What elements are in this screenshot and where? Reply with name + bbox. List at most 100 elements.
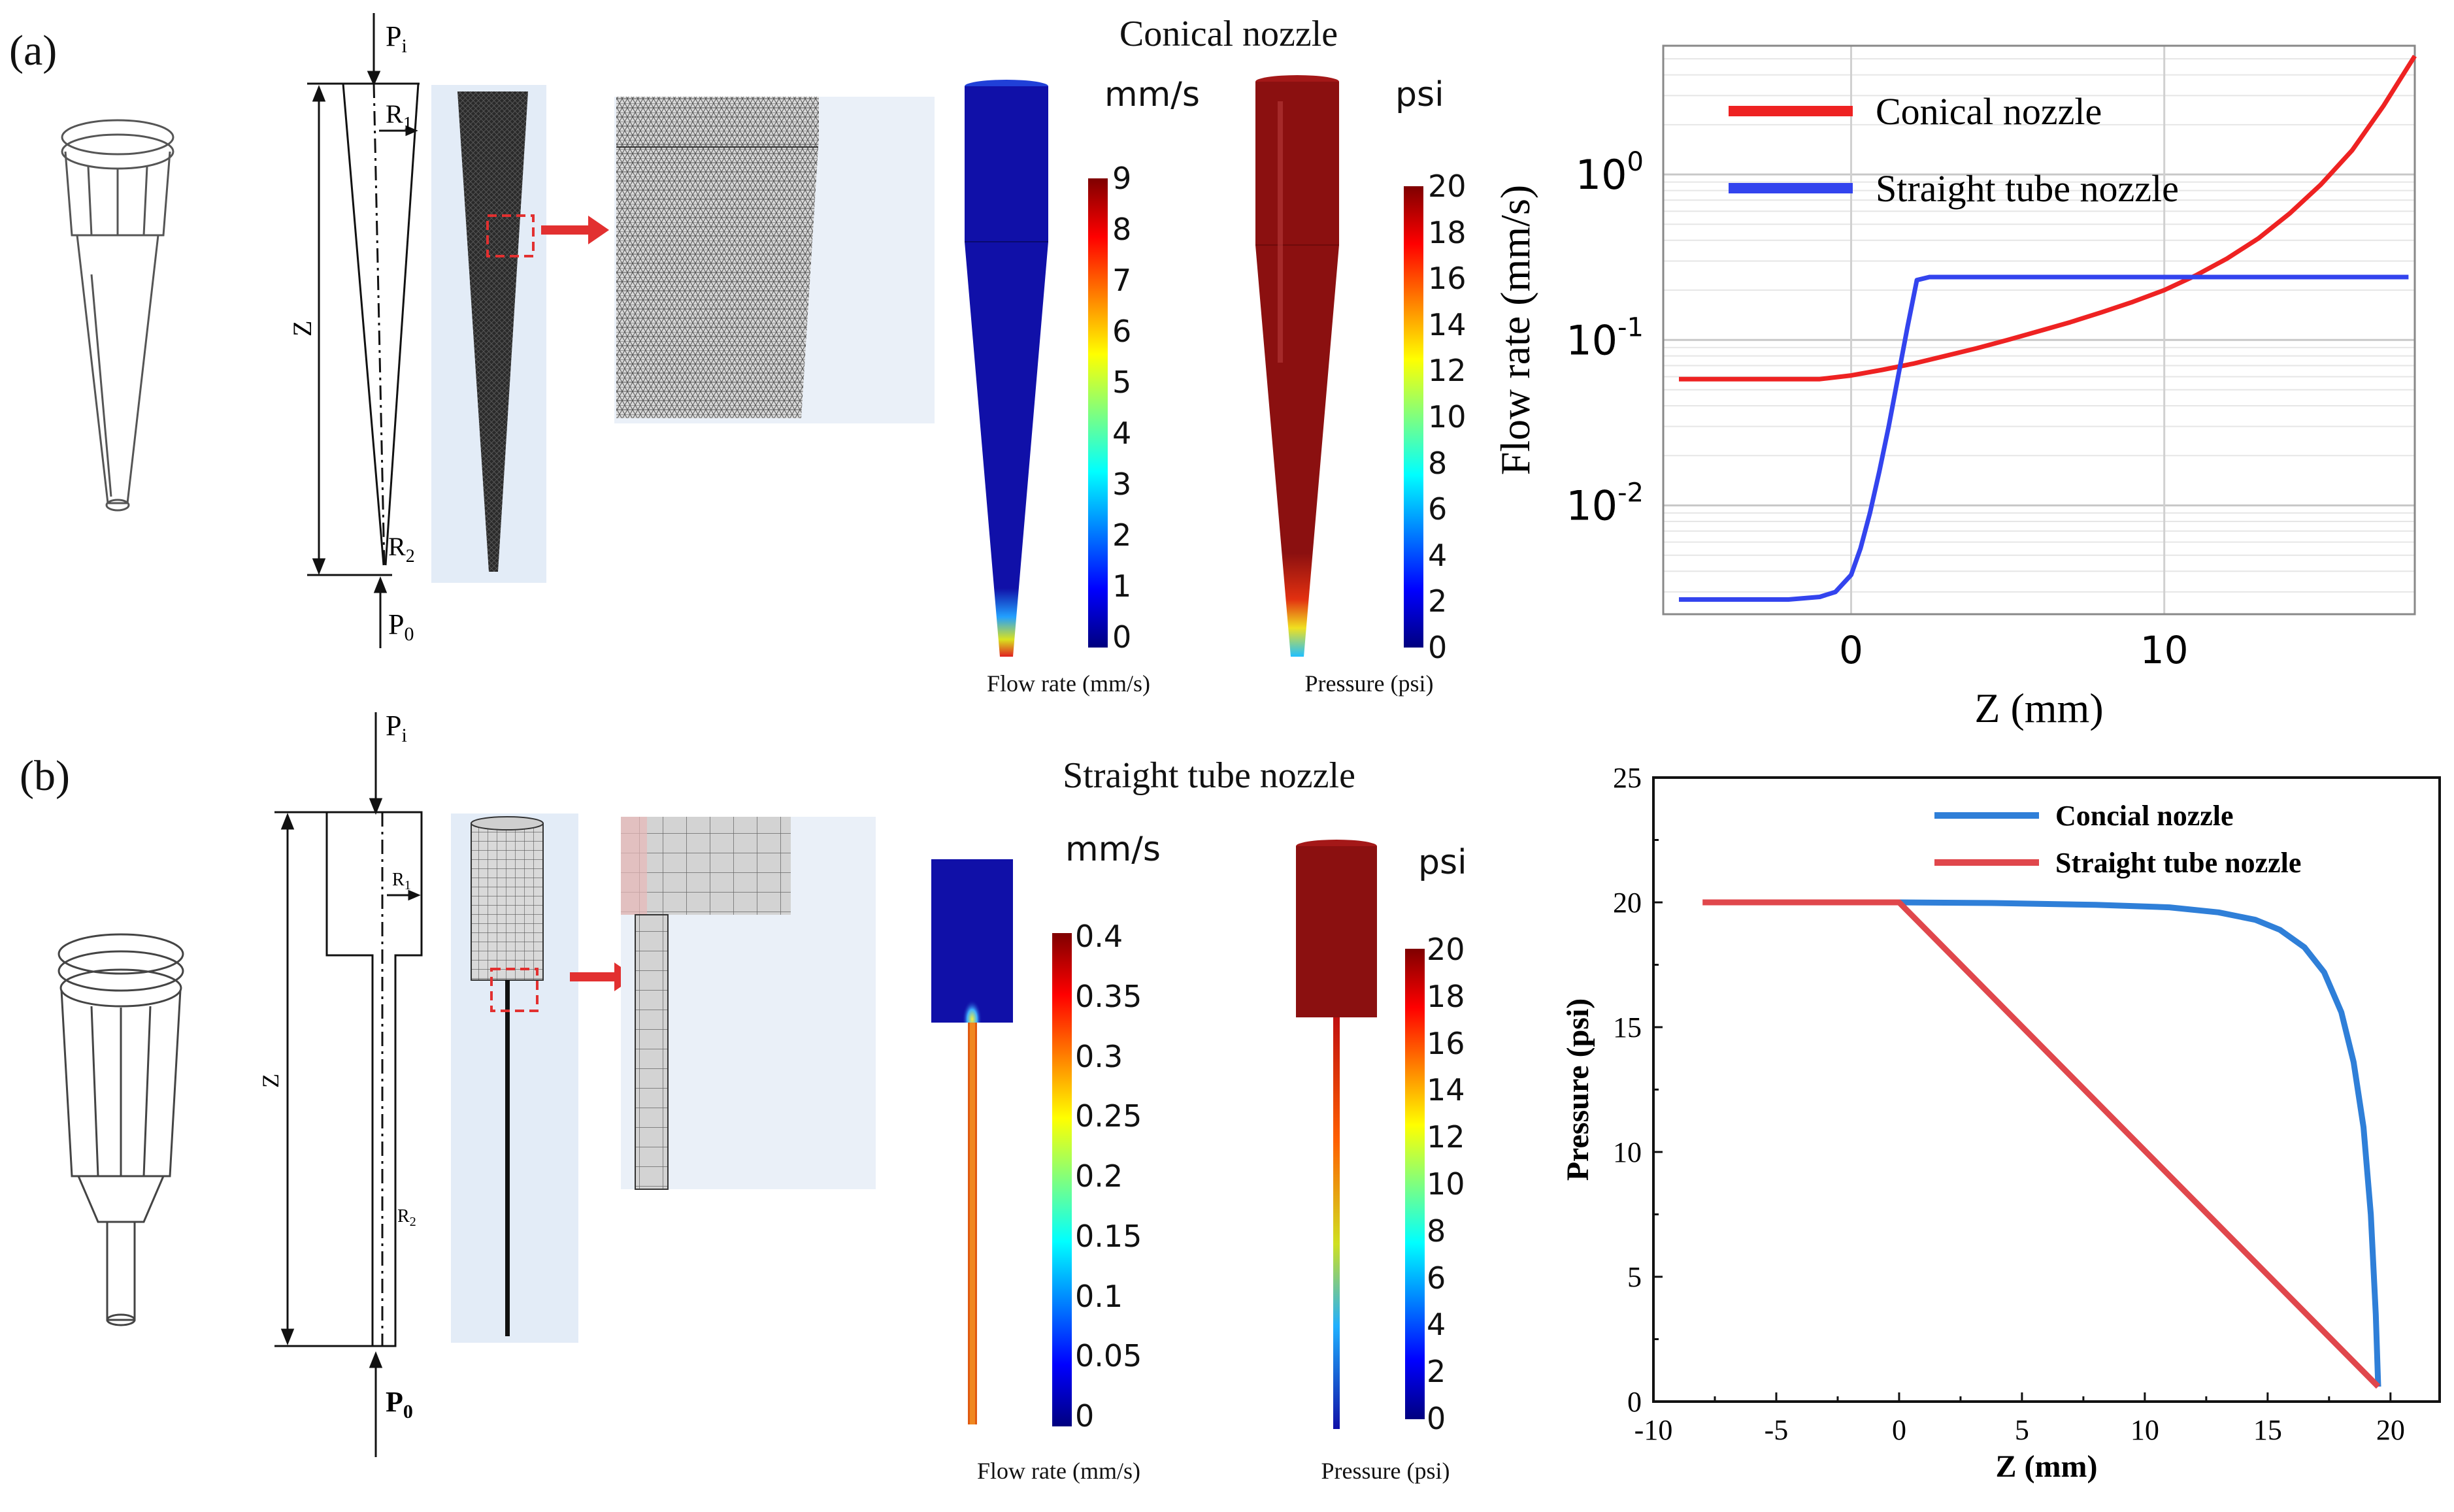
x-axis-label: Z (mm) (1974, 685, 2103, 731)
y-axis-label: Flow rate (mm/s) (1492, 185, 1538, 475)
colorbar-tick: 0 (1112, 619, 1132, 655)
panel-a-label: (a) (9, 27, 58, 74)
svg-text:Pi: Pi (386, 20, 407, 57)
colorbar-tick: 12 (1427, 1119, 1465, 1155)
colorbar-tick: 18 (1428, 214, 1467, 250)
legend-label: Straight tube nozzle (1876, 167, 2179, 210)
svg-text:P0: P0 (388, 608, 414, 645)
inlet-label-b: P (386, 710, 401, 742)
colorbar-tick: 18 (1427, 978, 1465, 1014)
pressure-caption-a: Pressure (psi) (1304, 670, 1434, 697)
legend-label: Straight tube nozzle (2055, 847, 2301, 879)
colorbar-tick: 4 (1428, 537, 1448, 573)
legend-label: Conical nozzle (1876, 90, 2102, 133)
flow-unit-b: mm/s (1065, 830, 1161, 869)
y-tick-label: 10 (1613, 1136, 1642, 1168)
svg-text:Pi: Pi (386, 710, 407, 746)
y-tick-label: 5 (1627, 1261, 1642, 1293)
colorbar-tick: 1 (1112, 568, 1132, 604)
x-tick-label: 15 (2253, 1414, 2282, 1446)
colorbar-tick: 0.35 (1075, 978, 1142, 1014)
x-tick-label: 10 (2131, 1414, 2159, 1446)
flow-colorbar-a (1088, 178, 1108, 648)
y-axis-label: Pressure (psi) (1561, 998, 1595, 1181)
series-line-0 (1679, 54, 2417, 382)
panel-b-label: (b) (20, 752, 70, 800)
flow-unit-a: mm/s (1104, 75, 1200, 114)
pressure-colorbar-a-ticks: 20 18 16 14 12 10 8 6 4 2 0 (1428, 171, 1480, 663)
colorbar-tick: 4 (1427, 1307, 1446, 1343)
colorbar-tick: 10 (1427, 1166, 1465, 1202)
series-line-1 (1679, 274, 2409, 602)
panel-b-title: Straight tube nozzle (1063, 755, 1355, 796)
colorbar-tick: 0.3 (1075, 1038, 1123, 1074)
flow-caption-a: Flow rate (mm/s) (987, 670, 1150, 697)
conical-flow-field (965, 80, 1048, 657)
colorbar-tick: 2 (1428, 583, 1448, 619)
colorbar-tick: 0.2 (1075, 1159, 1123, 1194)
y-tick-label: 25 (1613, 762, 1642, 794)
colorbar-tick: 20 (1428, 169, 1467, 204)
series-line-0 (1899, 899, 2381, 1387)
colorbar-tick: 5 (1112, 365, 1132, 400)
colorbar-tick: 9 (1112, 161, 1132, 196)
x-tick-label: -5 (1765, 1414, 1789, 1446)
pressure-colorbar-b-ticks: 20 18 16 14 12 10 8 6 4 2 0 (1427, 934, 1479, 1434)
straight-flow-field (931, 859, 1013, 1424)
outlet-label: P (388, 608, 404, 640)
plot-frame (1652, 776, 2441, 1403)
colorbar-tick: 7 (1112, 263, 1132, 298)
colorbar-tick: 2 (1112, 518, 1132, 553)
y-tick-label: 10-2 (1566, 478, 1644, 529)
y-tick-label: 20 (1613, 887, 1642, 919)
x-tick-label: 0 (1839, 628, 1863, 672)
inlet-label: P (386, 20, 401, 52)
colorbar-tick: 20 (1427, 932, 1465, 967)
r1-label: R (386, 99, 403, 129)
x-tick-label: 0 (1892, 1414, 1906, 1446)
colorbar-tick: 6 (1427, 1260, 1446, 1296)
y-tick-label: 0 (1627, 1386, 1642, 1418)
colorbar-tick: 8 (1427, 1213, 1446, 1249)
colorbar-tick: 0.4 (1075, 919, 1123, 954)
legend-label: Concial nozzle (2055, 800, 2234, 832)
y-tick-label: 10-1 (1566, 312, 1644, 364)
colorbar-tick: 10 (1428, 399, 1467, 435)
straight-mesh (451, 814, 876, 1343)
x-tick-label: 10 (2140, 628, 2189, 672)
pressure-chart: -10 -5 0 5 10 15 20 0 5 10 15 20 25 Z (mm) Pressure (p… (1561, 762, 2441, 1484)
conical-schematic: Pi R1 R2 P0 Z (288, 13, 420, 648)
x-tick-label: 5 (2015, 1414, 2029, 1446)
svg-text:R1: R1 (386, 99, 412, 134)
svg-text:R2: R2 (397, 1206, 416, 1229)
flow-rate-chart: 0 10 10-2 10-1 100 Z (mm) Flow rate (mm/s) Coni… (1492, 44, 2417, 731)
colorbar-tick: 16 (1428, 261, 1467, 297)
conical-nozzle-drawing (61, 119, 174, 512)
flow-colorbar-b-ticks: 0.4 0.35 0.3 0.25 0.2 0.15 0.1 0.05 0 (1075, 921, 1167, 1431)
straight-pressure-field (1296, 840, 1377, 1429)
colorbar-tick: 8 (1428, 445, 1448, 481)
x-tick-label: -10 (1634, 1414, 1673, 1446)
colorbar-tick: 12 (1428, 353, 1467, 389)
x-axis-label: Z (mm) (1996, 1449, 2098, 1484)
y-tick-label: 15 (1613, 1011, 1642, 1044)
z-label: Z (288, 321, 317, 337)
pressure-unit-b: psi (1418, 843, 1467, 882)
straight-schematic: Pi R1 R2 P0 Z (257, 710, 423, 1457)
conical-mesh (431, 85, 935, 583)
plot-frame (1662, 44, 2416, 616)
colorbar-tick: 0 (1075, 1398, 1095, 1434)
series-line-1 (1702, 899, 2381, 1389)
colorbar-tick: 16 (1427, 1025, 1465, 1061)
pressure-colorbar-a (1404, 186, 1423, 648)
colorbar-tick: 0 (1427, 1401, 1446, 1436)
svg-text:R1: R1 (392, 870, 411, 893)
colorbar-tick: 14 (1428, 306, 1467, 342)
svg-text:P0: P0 (386, 1386, 413, 1422)
r2-label-b: R (397, 1206, 410, 1226)
colorbar-tick: 8 (1112, 212, 1132, 247)
colorbar-tick: 6 (1112, 314, 1132, 349)
x-tick-label: 20 (2376, 1414, 2405, 1446)
colorbar-tick: 0.15 (1075, 1218, 1142, 1254)
colorbar-tick: 3 (1112, 467, 1132, 502)
